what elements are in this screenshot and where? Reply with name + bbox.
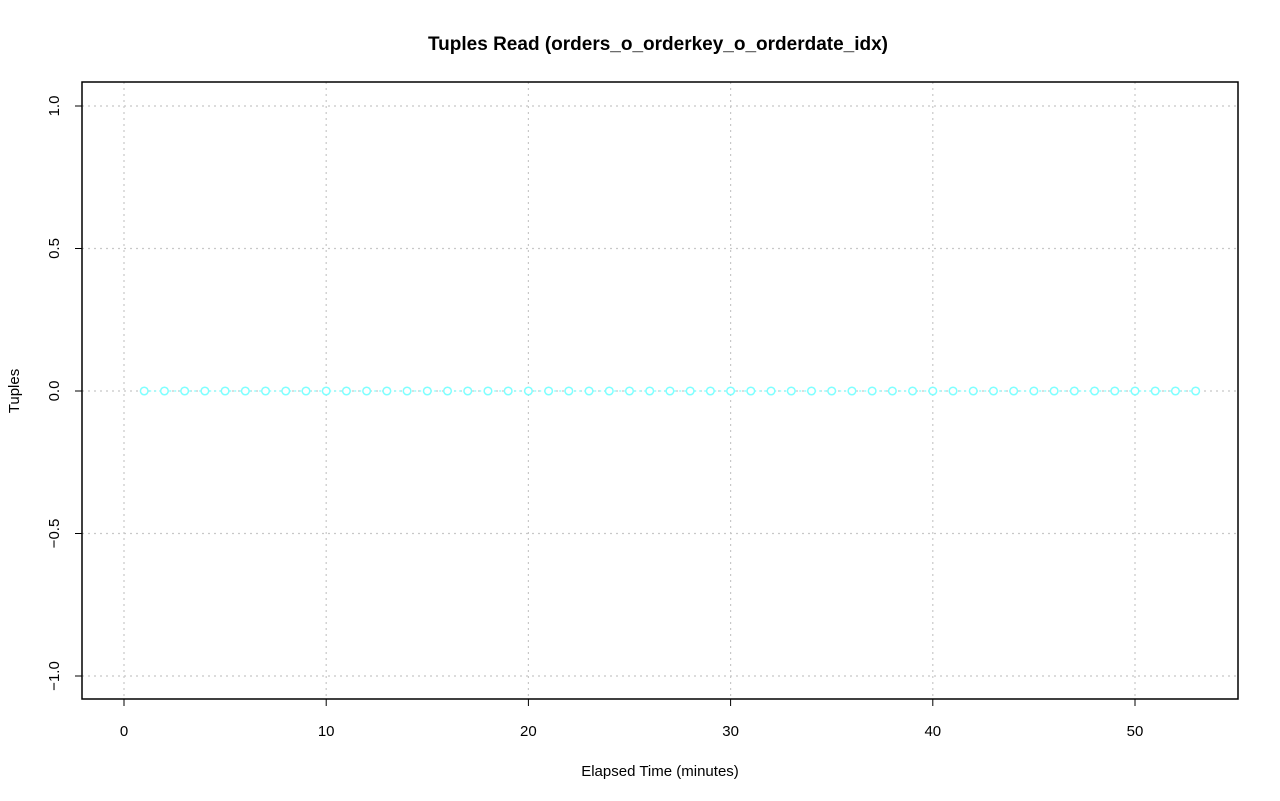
y-tick-label: 1.0 [46, 96, 63, 117]
data-point [685, 386, 695, 396]
x-axis-label: Elapsed Time (minutes) [581, 763, 739, 780]
data-point [463, 386, 473, 396]
y-tick-label: −0.5 [46, 519, 63, 549]
data-point [624, 386, 635, 396]
x-tick-label: 0 [120, 723, 128, 740]
data-point [645, 386, 655, 396]
data-point [321, 386, 331, 396]
data-point [887, 386, 897, 396]
data-point [1009, 386, 1019, 396]
data-point [968, 386, 978, 396]
data-point [705, 386, 715, 396]
data-point [240, 386, 250, 396]
data-point [220, 386, 230, 396]
data-point [928, 386, 938, 396]
data-point [584, 386, 594, 396]
data-point [1150, 386, 1160, 396]
data-point [281, 386, 291, 396]
data-point [1191, 386, 1201, 396]
data-point [200, 386, 210, 396]
data-point [523, 386, 533, 396]
data-point [362, 386, 372, 396]
data-point [604, 386, 614, 396]
data-point [1170, 386, 1180, 396]
data-point [1130, 386, 1140, 396]
chart-title: Tuples Read (orders_o_orderkey_o_orderda… [428, 34, 888, 55]
data-point [1049, 386, 1059, 396]
data-point [442, 386, 453, 396]
data-point [564, 386, 574, 396]
data-point [503, 386, 513, 396]
data-point [988, 386, 999, 396]
data-point [422, 386, 432, 396]
data-point [786, 386, 796, 396]
data-point [746, 386, 756, 396]
data-point [948, 386, 958, 396]
data-point [139, 386, 149, 396]
y-tick-label: 0.5 [46, 238, 63, 259]
data-point [301, 386, 311, 396]
data-point [1029, 386, 1039, 396]
data-point [159, 386, 169, 396]
data-point [665, 386, 675, 396]
data-point [726, 386, 736, 396]
data-point [1090, 386, 1100, 396]
data-point [827, 386, 837, 396]
series-group [139, 386, 1201, 396]
y-axis: −1.0 −0.5 0.0 0.5 1.0 [46, 96, 82, 691]
x-axis: 0 10 20 30 40 50 [120, 699, 1144, 740]
x-tick-label: 50 [1127, 723, 1144, 740]
y-tick-label: 0.0 [46, 381, 63, 402]
data-point [483, 386, 493, 396]
data-point [544, 386, 554, 396]
data-point [847, 386, 857, 396]
data-point [766, 386, 776, 396]
data-point [867, 386, 877, 396]
data-point [908, 386, 918, 396]
data-point [180, 386, 190, 396]
x-tick-label: 10 [318, 723, 335, 740]
x-tick-label: 30 [722, 723, 739, 740]
y-tick-label: −1.0 [46, 661, 63, 691]
data-point [341, 386, 351, 396]
data-point [1110, 386, 1120, 396]
data-point [382, 386, 392, 396]
data-point [402, 386, 412, 396]
x-tick-label: 20 [520, 723, 537, 740]
x-tick-label: 40 [924, 723, 941, 740]
y-axis-label: Tuples [6, 369, 23, 413]
data-point [806, 386, 817, 396]
data-point [260, 386, 271, 396]
data-point [1069, 386, 1079, 396]
